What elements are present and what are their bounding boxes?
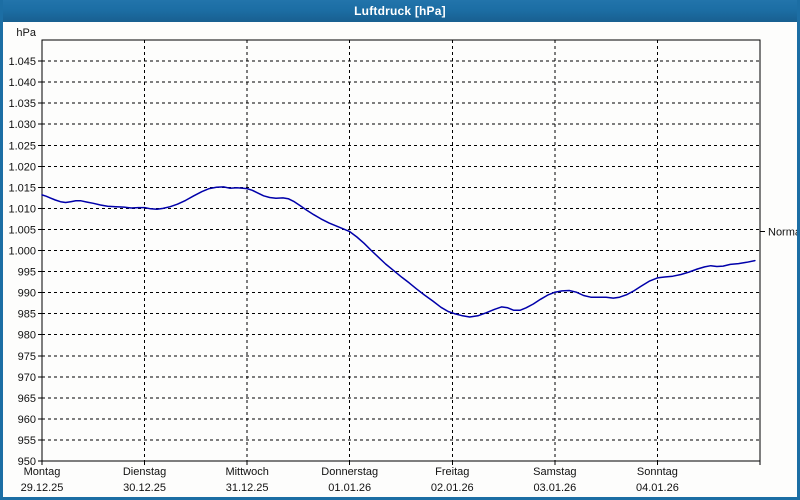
y-tick-label: 995 <box>18 267 36 279</box>
date-label: 04.01.26 <box>636 482 679 494</box>
y-tick-label: 1.045 <box>8 56 36 68</box>
pressure-chart: 1.045 1.040 1.035 1.030 1.025 1.020 1.015 1.010… <box>8 27 797 494</box>
window-title: Luftdruck [hPa] <box>354 4 446 18</box>
y-tick-label: 1.015 <box>8 182 36 194</box>
day-label: Dienstag <box>123 466 166 478</box>
y-tick-label: 975 <box>18 351 36 363</box>
y-tick-label: 960 <box>18 414 36 426</box>
day-label: Samstag <box>533 466 576 478</box>
y-tick-label: 965 <box>18 393 36 405</box>
y-tick-label: 970 <box>18 372 36 384</box>
window-title-bar: Luftdruck [hPa] <box>3 0 797 22</box>
date-label: 30.12.25 <box>123 482 166 494</box>
y-tick-label: 1.040 <box>8 77 36 89</box>
day-label: Freitag <box>435 466 469 478</box>
y-tick-label: 1.020 <box>8 161 36 173</box>
day-label: Sonntag <box>637 466 678 478</box>
date-label: 02.01.26 <box>431 482 474 494</box>
y-tick-label: 1.025 <box>8 140 36 152</box>
plot-frame <box>41 39 761 462</box>
pressure-line <box>41 186 756 318</box>
date-label: 01.01.26 <box>328 482 371 494</box>
day-label: Donnerstag <box>321 466 378 478</box>
day-label: Montag <box>24 466 61 478</box>
y-tick-label: 985 <box>18 309 36 321</box>
y-tick-label: 1.035 <box>8 98 36 110</box>
date-label: 03.01.26 <box>533 482 576 494</box>
y-tick-label: 980 <box>18 330 36 342</box>
y-tick-label: 1.030 <box>8 119 36 131</box>
y-axis-unit-label: hPa <box>16 27 36 39</box>
day-label: Mittwoch <box>225 466 268 478</box>
y-tick-label: 1.000 <box>8 246 36 258</box>
y-tick-label: 1.010 <box>8 203 36 215</box>
date-label: 31.12.25 <box>226 482 269 494</box>
y-tick-label: 950 <box>18 456 36 468</box>
normal-label: Normal <box>768 227 797 239</box>
y-tick-label: 955 <box>18 435 36 447</box>
date-label: 29.12.25 <box>21 482 64 494</box>
y-tick-label: 1.005 <box>8 224 36 236</box>
y-tick-label: 990 <box>18 288 36 300</box>
